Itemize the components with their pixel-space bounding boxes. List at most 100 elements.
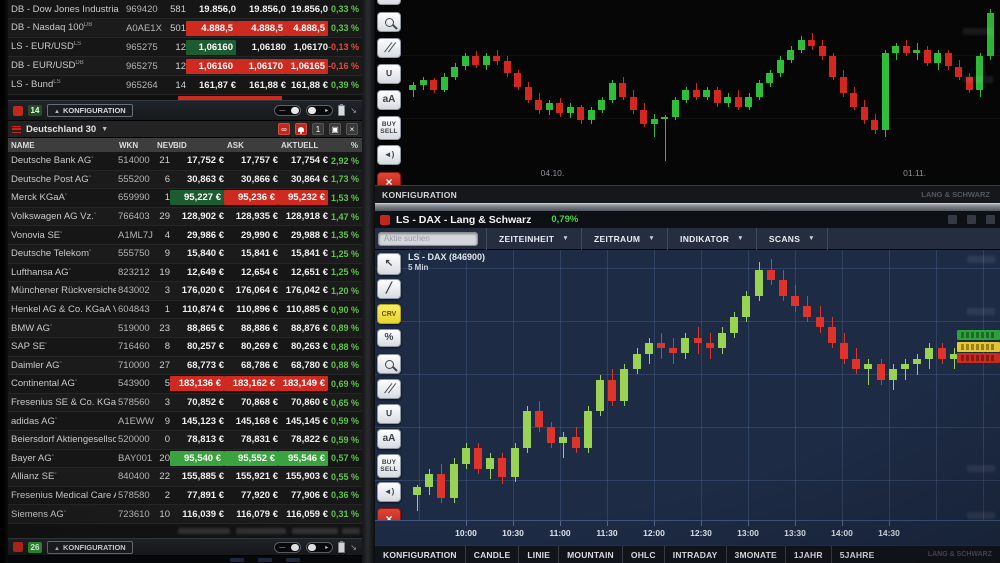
- tool-curve-button[interactable]: ∪: [377, 404, 401, 424]
- tool-zoom-button[interactable]: [377, 354, 401, 374]
- column-header-pct[interactable]: %: [350, 140, 358, 150]
- bottom-menu-intraday[interactable]: INTRADAY: [663, 545, 726, 563]
- column-header-ask[interactable]: ASK: [227, 140, 244, 150]
- bottom-menu-linie[interactable]: LINIE: [518, 545, 558, 563]
- bottom-menu-3monate[interactable]: 3MONATE: [725, 545, 785, 563]
- watchlist-title[interactable]: Deutschland 30: [26, 123, 97, 135]
- resize-icon[interactable]: ↘: [350, 542, 357, 552]
- dax-window-titlebar[interactable]: LS - DAX - Lang & Schwarz 0,79%: [375, 211, 1000, 228]
- bid-price: 176,020 €: [181, 285, 224, 297]
- watchlist-row[interactable]: adidas AG▫ A1EWW 9 145,123 € 145,168 € 145,14…: [8, 412, 362, 431]
- column-header-name[interactable]: NAME: [11, 140, 35, 150]
- column-header-wkn[interactable]: WKN: [119, 140, 139, 150]
- tool-pointer-button[interactable]: ↖: [377, 253, 401, 275]
- tool-pointer-button[interactable]: ↖: [377, 0, 401, 5]
- tool-zoom-button[interactable]: [377, 12, 401, 32]
- tool-text-button[interactable]: aA: [377, 90, 401, 110]
- close-icon[interactable]: [986, 215, 995, 224]
- tool-sound-button[interactable]: ◄): [377, 482, 401, 502]
- toggle-minimize[interactable]: —: [274, 541, 302, 553]
- tool-text-button[interactable]: aA: [377, 429, 401, 449]
- link-icon[interactable]: ∞: [278, 123, 290, 135]
- tool-sound-button[interactable]: ◄): [377, 145, 401, 165]
- watchlist-row[interactable]: Fresenius Medical Care A 578580 2 77,891 € 7…: [8, 486, 362, 506]
- buysell-icon: BUY SELL: [380, 121, 398, 135]
- menu-icon[interactable]: [12, 125, 21, 133]
- toggle-alerts[interactable]: ▸: [306, 105, 334, 116]
- index-row[interactable]: DB - EUR/USDDB 965275 12 1,06160 1,06170 1,06…: [8, 57, 362, 76]
- change-percent: 1,53 %: [330, 192, 359, 203]
- menu-indikator[interactable]: INDIKATOR ▼: [668, 227, 757, 250]
- konfiguration-label[interactable]: KONFIGURATION: [382, 189, 458, 200]
- bottom-menu-1jahr[interactable]: 1JAHR: [784, 545, 831, 563]
- toggle-alerts[interactable]: ▸: [306, 541, 334, 553]
- ask-price: 12,654 €: [241, 266, 278, 278]
- column-header-nev[interactable]: NEV: [157, 140, 174, 150]
- watchlist-row[interactable]: Bayer AG▫ BAY001 20 95,540 €95,552 €95,546 …: [8, 449, 362, 469]
- ask-price: 1,06180: [251, 41, 286, 53]
- tool-curve-button[interactable]: ∪: [377, 64, 401, 84]
- maximize-icon[interactable]: ▣: [329, 123, 341, 135]
- last-price: 15,841 €: [291, 248, 328, 260]
- depth-count: 2: [164, 489, 170, 501]
- watchlist-row[interactable]: Siemens AG▫ 723610 10 116,039 € 116,079 € 116…: [8, 505, 362, 524]
- maximize-icon[interactable]: [967, 215, 976, 224]
- close-icon[interactable]: ×: [346, 123, 358, 135]
- tool-crv-button[interactable]: CRV: [377, 304, 401, 324]
- tool-line-button[interactable]: ╱: [377, 279, 401, 299]
- minimize-icon[interactable]: [948, 215, 957, 224]
- index-row[interactable]: LS - EUR/USDLS 965275 12 1,06160 1,06180 1,06…: [8, 38, 362, 57]
- candle-up: [681, 337, 690, 354]
- column-header-bid[interactable]: BID: [173, 140, 187, 150]
- change-percent: 1,25 %: [330, 248, 359, 259]
- resize-icon[interactable]: ↘: [350, 106, 357, 115]
- tool-percent-button[interactable]: %: [377, 329, 401, 347]
- bottom-menu-mountain[interactable]: MOUNTAIN: [558, 545, 622, 563]
- ask-price: 77,920 €: [241, 489, 278, 501]
- toggle-minimize[interactable]: —: [274, 105, 302, 116]
- konfiguration-tab[interactable]: ▲ KONFIGURATION: [47, 104, 133, 117]
- column-header-aktuell[interactable]: AKTUELL: [281, 140, 319, 150]
- bottom-menu-konfiguration[interactable]: KONFIGURATION: [383, 549, 457, 560]
- time-axis-label: 14:00: [831, 528, 853, 538]
- watchlist-row[interactable]: Münchener Rückversiche 843002 3 176,020 € 17…: [8, 282, 362, 301]
- tool-parallel-button[interactable]: ╱╱: [377, 379, 401, 399]
- index-row[interactable]: LS - BundLS 965264 14 161,87 € 161,88 € 161,8…: [8, 76, 362, 95]
- candle-up: [925, 348, 934, 359]
- watchlist-row[interactable]: Deutsche Bank AG▫ 514000 21 17,752 € 17,757 …: [8, 152, 362, 171]
- dax-intraday-chart[interactable]: LS - DAX (846900) 5 Min: [375, 250, 1000, 520]
- tool-buysell-button[interactable]: BUY SELL: [377, 454, 401, 478]
- tool-parallel-button[interactable]: ╱╱: [377, 38, 401, 58]
- watchlist-row[interactable]: Lufthansa AG▫ 823212 19 12,649 € 12,654 € 12,…: [8, 263, 362, 283]
- watchlist-row[interactable]: BMW AG▫ 519000 23 88,865 € 88,886 € 88,876 €0…: [8, 319, 362, 338]
- bottom-menu-5jahre[interactable]: 5JAHRE: [830, 545, 883, 563]
- index-row[interactable]: DB - Nasdaq 100DB A0AE1X 501 4.888,5 4.888,5…: [8, 19, 362, 38]
- watchlist-row[interactable]: Allianz SE▫ 840400 22 155,885 € 155,921 € 155…: [8, 468, 362, 487]
- watchlist-row[interactable]: Deutsche Telekom▫ 555750 9 15,840 € 15,841 €…: [8, 244, 362, 264]
- watchlist-row[interactable]: Henkel AG & Co. KGaA V. 604843 1 110,874 € 1…: [8, 300, 362, 320]
- search-input[interactable]: [378, 231, 478, 246]
- menu-zeitraum[interactable]: ZEITRAUM ▼: [582, 227, 669, 250]
- watchlist-row[interactable]: Fresenius SE & Co. KGaA 578560 3 70,852 € 70…: [8, 393, 362, 413]
- watchlist-row[interactable]: Volkswagen AG Vz.▫ 766403 29 128,902 € 128,9…: [8, 207, 362, 227]
- watchlist-row[interactable]: Merck KGaA▫ 659990 1 95,227 €95,236 €95,232…: [8, 189, 362, 208]
- menu-zeiteinheit[interactable]: ZEITEINHEIT ▼: [486, 227, 582, 250]
- watchlist-row[interactable]: Daimler AG▫ 710000 27 68,773 € 68,786 € 68,78…: [8, 356, 362, 376]
- tool-close-button[interactable]: ×: [377, 172, 401, 185]
- last-price: 78,822 €: [291, 434, 328, 446]
- bell-icon[interactable]: [295, 123, 307, 135]
- chevron-down-icon[interactable]: ▼: [101, 125, 109, 133]
- tool-buysell-button[interactable]: BUY SELL: [377, 116, 401, 140]
- watchlist-row[interactable]: Vonovia SE▫ A1ML7J 4 29,986 € 29,990 € 29,988…: [8, 226, 362, 245]
- menu-scans[interactable]: SCANS ▼: [757, 227, 828, 250]
- window-scroll-strip[interactable]: [375, 203, 1000, 211]
- konfiguration-tab[interactable]: ▲ KONFIGURATION: [47, 540, 133, 554]
- watchlist-row[interactable]: Continental AG▫ 543900 5 183,136 €183,162 €…: [8, 375, 362, 394]
- index-row[interactable]: DB - Dow Jones Industria 969420 581 19.856,…: [8, 0, 362, 19]
- bottom-menu-ohlc[interactable]: OHLC: [621, 545, 664, 563]
- watchlist-row[interactable]: SAP SE▫ 716460 8 80,257 € 80,269 € 80,263 €0,…: [8, 337, 362, 357]
- watchlist-row[interactable]: Deutsche Post AG▫ 555200 6 30,863 € 30,866 €…: [8, 170, 362, 190]
- bottom-menu-candle[interactable]: CANDLE: [464, 545, 519, 563]
- watchlist-row[interactable]: Beiersdorf Aktiengesellsc 520000 0 78,813 €…: [8, 430, 362, 450]
